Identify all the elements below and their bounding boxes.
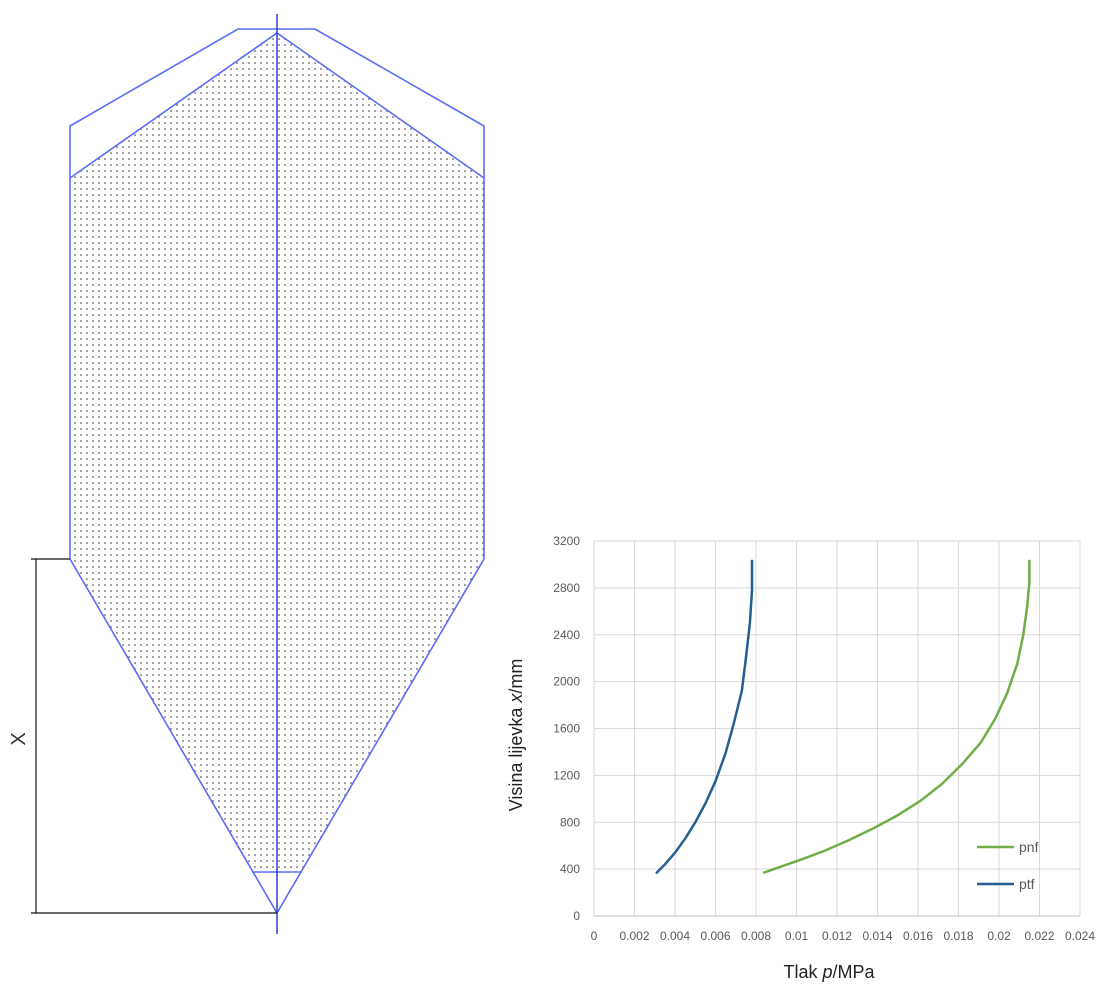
x-tick-label: 0.008 (741, 929, 771, 943)
y-tick-label: 800 (560, 815, 580, 829)
series-line-pnf (762, 559, 1031, 874)
legend-label-pnf: pnf (1019, 839, 1039, 855)
y-tick-label: 400 (560, 862, 580, 876)
series-line-ptf (655, 559, 754, 874)
y-tick-label: 2400 (553, 628, 580, 642)
chart-series (655, 559, 1031, 874)
x-tick-label: 0.01 (785, 929, 809, 943)
dimension-label: X (8, 732, 30, 745)
y-tick-label: 2000 (553, 675, 580, 689)
y-tick-label: 1200 (553, 768, 580, 782)
x-tick-label: 0.006 (700, 929, 730, 943)
x-tick-label: 0.024 (1065, 929, 1095, 943)
x-tick-labels: 0 0.002 0.004 0.006 0.008 0.01 0.012 0.014 0.016… (591, 929, 1096, 943)
y-tick-label: 0 (573, 909, 580, 923)
y-tick-label: 1600 (553, 722, 580, 736)
y-tick-labels: 0 400 800 1200 1600 2000 2400 2800 3200 (553, 534, 580, 923)
x-axis-title: Tlak p/MPa (783, 962, 875, 982)
chart-legend: pnf ptf (977, 839, 1039, 892)
x-tick-label: 0.016 (903, 929, 933, 943)
x-tick-label: 0.014 (862, 929, 892, 943)
x-tick-label: 0.018 (943, 929, 973, 943)
x-tick-label: 0.004 (660, 929, 690, 943)
y-axis-title: Visina lijevka x/mm (506, 659, 526, 812)
legend-label-ptf: ptf (1019, 876, 1035, 892)
x-tick-label: 0.012 (822, 929, 852, 943)
chart-gridlines (593, 540, 1081, 917)
silo-outline (69, 28, 485, 915)
y-tick-label: 3200 (553, 534, 580, 548)
x-tick-label: 0.02 (987, 929, 1011, 943)
x-tick-label: 0.022 (1024, 929, 1054, 943)
x-tick-label: 0 (591, 929, 598, 943)
x-tick-label: 0.002 (619, 929, 649, 943)
y-tick-label: 2800 (553, 581, 580, 595)
